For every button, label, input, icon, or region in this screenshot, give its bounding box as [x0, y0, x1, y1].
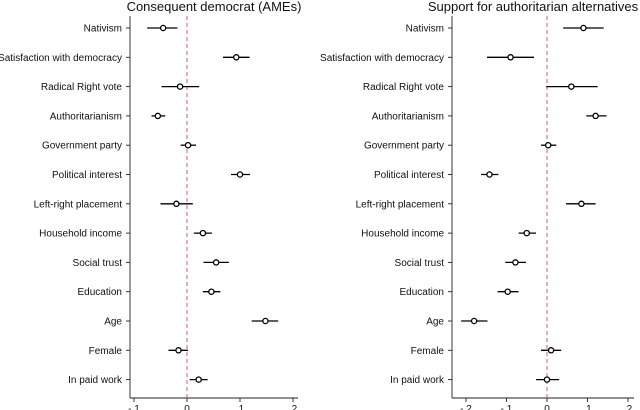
- y-tick-label: In paid work: [390, 375, 445, 386]
- point-estimate: [580, 24, 587, 32]
- point-estimate: [262, 317, 269, 325]
- y-tick-label: Radical Right vote: [41, 82, 123, 93]
- point-estimate: [592, 112, 599, 120]
- y-tick-label: Radical Right vote: [363, 82, 445, 93]
- y-tick-label: In paid work: [68, 375, 123, 386]
- y-tick-label: Political interest: [374, 170, 444, 181]
- point-estimate: [154, 112, 162, 120]
- y-tick-label: Female: [89, 346, 123, 357]
- point-estimate: [184, 141, 192, 149]
- point-estimate: [547, 347, 555, 354]
- y-tick-label: Female: [411, 346, 445, 357]
- x-tick-label: .2: [624, 404, 633, 410]
- y-tick-label: Left-right placement: [34, 199, 123, 210]
- point-estimate: [504, 288, 511, 295]
- y-tick-label: Education: [78, 287, 122, 298]
- x-tick-label: .1: [236, 404, 245, 410]
- point-estimate: [544, 141, 552, 149]
- point-estimate: [233, 54, 240, 61]
- y-tick-label: Authoritarianism: [372, 111, 444, 122]
- y-tick-label: Age: [104, 317, 122, 328]
- point-estimate: [195, 376, 202, 383]
- x-tick-label: .1: [583, 404, 592, 410]
- point-estimate: [159, 24, 167, 32]
- point-estimate: [212, 259, 220, 266]
- x-tick-label: -.1: [128, 404, 140, 410]
- point-estimate: [175, 347, 182, 354]
- y-tick-label: Social trust: [73, 258, 123, 269]
- y-tick-label: Social trust: [395, 258, 445, 269]
- y-tick-label: Household income: [361, 229, 444, 240]
- point-estimate: [512, 259, 519, 266]
- y-tick-label: Education: [400, 287, 444, 298]
- x-tick-label: .2: [289, 404, 298, 410]
- y-tick-label: Satisfaction with democracy: [320, 53, 444, 64]
- panel-title: Consequent democrat (AMEs): [127, 0, 302, 14]
- y-tick-label: Political interest: [52, 170, 122, 181]
- y-tick-label: Nativism: [406, 24, 444, 35]
- y-tick-label: Household income: [39, 229, 122, 240]
- x-tick-label: -.2: [460, 404, 472, 410]
- point-estimate: [199, 229, 207, 237]
- y-tick-label: Authoritarianism: [50, 111, 122, 122]
- y-tick-label: Government party: [42, 141, 122, 152]
- panel-title: Support for authoritarian alternatives: [428, 0, 639, 14]
- panel-consequent-democrat: Consequent democrat (AMEs) -.1 0 .1 .2 Nativ…: [0, 0, 301, 410]
- point-estimate: [568, 83, 575, 90]
- point-estimate: [543, 376, 551, 383]
- y-tick-label: Government party: [364, 141, 444, 152]
- point-estimate: [236, 171, 244, 178]
- point-estimate: [176, 83, 184, 90]
- y-tick-label: Left-right placement: [356, 199, 445, 210]
- point-estimate: [507, 54, 514, 61]
- point-estimate: [208, 288, 215, 295]
- x-tick-label: 0: [184, 404, 190, 410]
- x-tick-label: 0: [544, 404, 550, 410]
- point-estimate: [470, 317, 478, 325]
- point-estimate: [173, 200, 180, 208]
- panel-authoritarian-alternatives: Support for authoritarian alternatives -…: [320, 0, 639, 410]
- y-tick-label: Age: [426, 317, 444, 328]
- y-tick-label: Nativism: [84, 24, 122, 35]
- point-estimate: [578, 200, 585, 208]
- point-estimate: [486, 171, 493, 178]
- y-tick-label: Satisfaction with democracy: [0, 53, 122, 64]
- x-tick-label: -.1: [501, 404, 513, 410]
- point-estimate: [523, 229, 531, 237]
